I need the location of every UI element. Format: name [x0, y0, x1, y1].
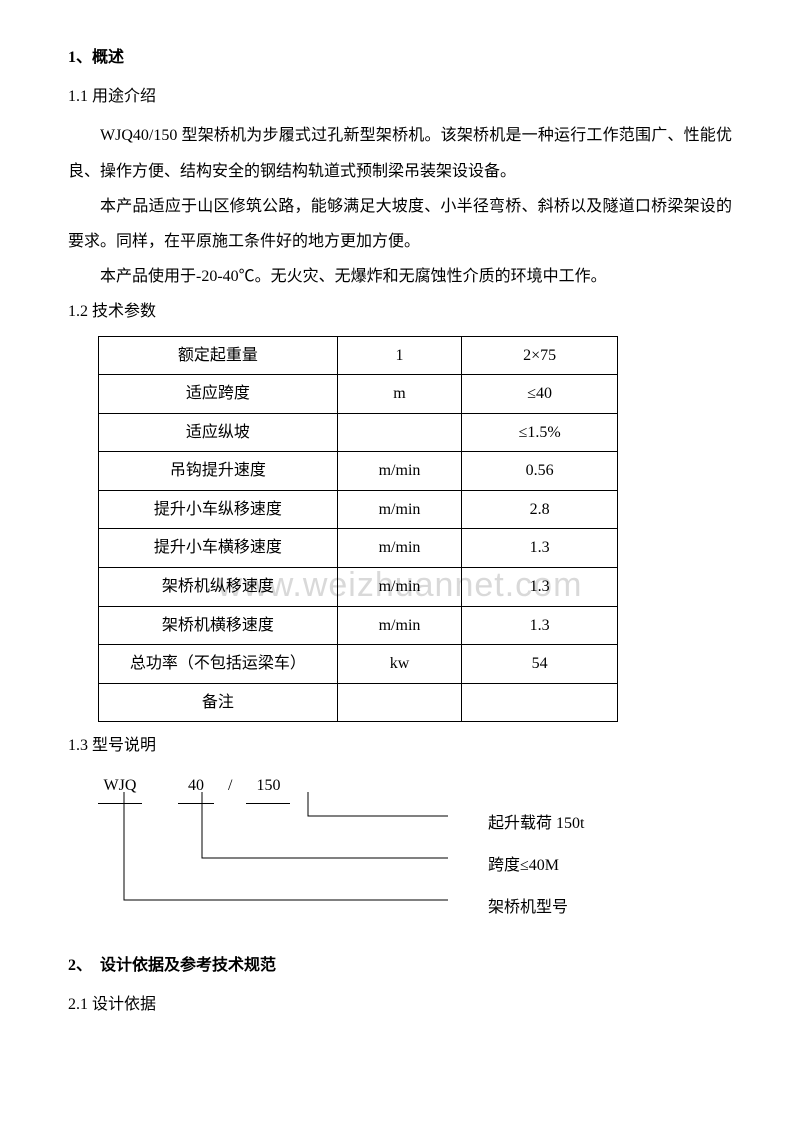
- table-row: 备注: [99, 683, 618, 722]
- spec-table-body: 额定起重量12×75 适应跨度m≤40 适应纵坡≤1.5% 吊钩提升速度m/mi…: [99, 336, 618, 722]
- cell-param: 适应纵坡: [99, 413, 338, 452]
- paragraph-2: 本产品适应于山区修筑公路，能够满足大坡度、小半径弯桥、斜桥以及隧道口桥梁架设的要…: [68, 189, 732, 259]
- cell-param: 吊钩提升速度: [99, 452, 338, 491]
- cell-param: 提升小车横移速度: [99, 529, 338, 568]
- cell-value: [462, 683, 618, 722]
- table-row: 架桥机横移速度m/min1.3: [99, 606, 618, 645]
- heading-1-title: 概述: [92, 49, 124, 66]
- cell-unit: m/min: [337, 490, 462, 529]
- page-content: 1、概述 1.1 用途介绍 WJQ40/150 型架桥机为步履式过孔新型架桥机。…: [68, 40, 732, 1022]
- subheading-1-2: 1.2 技术参数: [68, 294, 732, 329]
- table-row: 适应纵坡 ≤1.5%: [99, 413, 618, 452]
- paragraph-1: WJQ40/150 型架桥机为步履式过孔新型架桥机。该架桥机是一种运行工作范围广…: [68, 118, 732, 188]
- cell-unit: m: [337, 375, 462, 414]
- cell-param: 适应跨度: [99, 375, 338, 414]
- cell-param: 架桥机横移速度: [99, 606, 338, 645]
- cell-value: 0.56: [462, 452, 618, 491]
- cell-param: 备注: [99, 683, 338, 722]
- table-row: 吊钩提升速度m/min0.56: [99, 452, 618, 491]
- cell-value: ≤40: [462, 375, 618, 414]
- table-row: 架桥机纵移速度m/min1.3: [99, 568, 618, 607]
- heading-2-num: 2、: [68, 957, 92, 974]
- cell-unit: [337, 683, 462, 722]
- cell-unit: m/min: [337, 529, 462, 568]
- table-row: 提升小车纵移速度m/min2.8: [99, 490, 618, 529]
- heading-2-title: 设计依据及参考技术规范: [100, 957, 276, 974]
- heading-2: 2、 设计依据及参考技术规范: [68, 948, 732, 983]
- cell-unit: [337, 413, 462, 452]
- heading-1-num: 1、: [68, 49, 92, 66]
- cell-unit: kw: [337, 645, 462, 684]
- model-connector-lines: [98, 792, 498, 937]
- subheading-1-1: 1.1 用途介绍: [68, 79, 732, 114]
- cell-value: 54: [462, 645, 618, 684]
- paragraph-3: 本产品使用于-20-40℃。无火灾、无爆炸和无腐蚀性介质的环境中工作。: [68, 259, 732, 294]
- table-row: 适应跨度m≤40: [99, 375, 618, 414]
- cell-unit: m/min: [337, 606, 462, 645]
- cell-param: 额定起重量: [99, 336, 338, 375]
- cell-value: ≤1.5%: [462, 413, 618, 452]
- cell-value: 1.3: [462, 568, 618, 607]
- spec-table: 额定起重量12×75 适应跨度m≤40 适应纵坡≤1.5% 吊钩提升速度m/mi…: [98, 336, 618, 723]
- cell-value: 1.3: [462, 606, 618, 645]
- cell-unit: 1: [337, 336, 462, 375]
- model-diagram: WJQ 40 / 150 起升载荷 150t 跨度≤40M 架桥机型号: [98, 768, 732, 938]
- cell-value: 2×75: [462, 336, 618, 375]
- table-row: 总功率（不包括运梁车）kw54: [99, 645, 618, 684]
- cell-value: 2.8: [462, 490, 618, 529]
- model-label-load: 起升载荷 150t: [488, 806, 584, 841]
- table-row: 额定起重量12×75: [99, 336, 618, 375]
- cell-unit: m/min: [337, 452, 462, 491]
- table-row: 提升小车横移速度m/min1.3: [99, 529, 618, 568]
- cell-param: 总功率（不包括运梁车）: [99, 645, 338, 684]
- cell-value: 1.3: [462, 529, 618, 568]
- model-label-prefix: 架桥机型号: [488, 890, 568, 925]
- cell-param: 提升小车纵移速度: [99, 490, 338, 529]
- cell-unit: m/min: [337, 568, 462, 607]
- heading-1: 1、概述: [68, 40, 732, 75]
- cell-param: 架桥机纵移速度: [99, 568, 338, 607]
- subheading-2-1: 2.1 设计依据: [68, 987, 732, 1022]
- model-label-span: 跨度≤40M: [488, 848, 559, 883]
- subheading-1-3: 1.3 型号说明: [68, 728, 732, 763]
